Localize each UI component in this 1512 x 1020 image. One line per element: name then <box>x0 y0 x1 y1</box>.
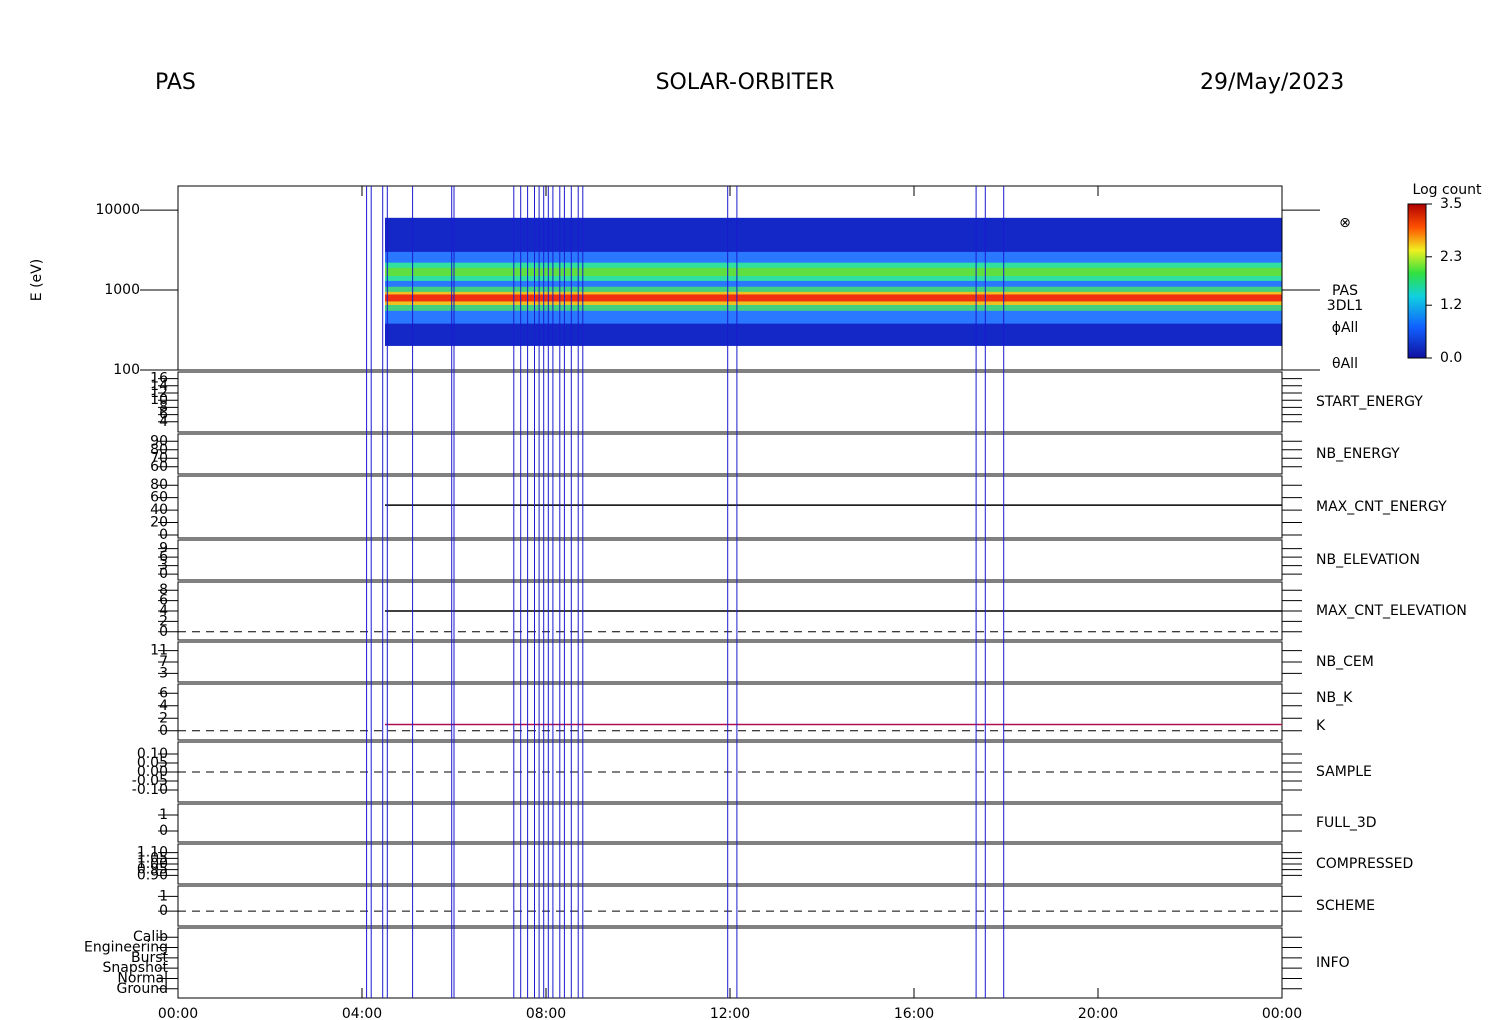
symbol: ⊗ <box>1339 215 1351 231</box>
y-tick-label: -0.10 <box>132 782 168 798</box>
panel-frame <box>177 371 1283 433</box>
panel-label: INFO <box>1316 955 1350 971</box>
panel-label: COMPRESSED <box>1316 856 1413 872</box>
y-tick-label: 1000 <box>104 282 140 298</box>
x-tick-label: 04:00 <box>342 1006 382 1020</box>
colorbar-tick-label: 1.2 <box>1440 297 1462 313</box>
y-tick-label: Ground <box>117 981 169 997</box>
header-right: 29/May/2023 <box>1200 70 1344 95</box>
y-tick-label: 1.05 <box>137 850 168 866</box>
side-label: 3DL1 <box>1327 298 1363 314</box>
colorbar <box>1407 203 1427 359</box>
side-label: ϕAll <box>1332 320 1359 336</box>
header-center: SOLAR-ORBITER <box>656 70 835 95</box>
panel-label: NB_ENERGY <box>1316 446 1400 462</box>
panel-label: MAX_CNT_ELEVATION <box>1316 603 1467 619</box>
panel-frame <box>177 475 1283 539</box>
y-tick-label: Snapshot <box>103 960 169 976</box>
y-tick-label: 1.00 <box>137 856 168 872</box>
y-tick-label: 1.10 <box>137 845 168 861</box>
y-tick-label: Engineering <box>84 940 168 956</box>
panel-label: NB_CEM <box>1316 654 1374 670</box>
y-tick-label: 100 <box>113 362 140 378</box>
y-tick-label: 0.95 <box>137 862 168 878</box>
panel-frame <box>177 803 1283 843</box>
panel-frame <box>177 683 1283 741</box>
panel-frame <box>177 433 1283 475</box>
spectrogram-band <box>385 294 1282 302</box>
x-tick-label: 00:00 <box>1262 1006 1302 1020</box>
header-left: PAS <box>155 70 196 95</box>
panel-label: K <box>1316 718 1326 734</box>
x-tick-label: 00:00 <box>158 1006 198 1020</box>
panel-frame <box>177 927 1283 999</box>
colorbar-title: Log count <box>1413 182 1482 198</box>
panel-frame <box>177 539 1283 581</box>
spectrogram-band <box>385 267 1282 276</box>
y-tick-label: 0.90 <box>137 867 168 883</box>
panel-label: FULL_3D <box>1316 815 1377 831</box>
y-axis-label: E (eV) <box>29 259 45 301</box>
x-tick-label: 20:00 <box>1078 1006 1118 1020</box>
colorbar-tick-label: 3.5 <box>1440 196 1462 212</box>
y-tick-label: 0.10 <box>137 746 168 762</box>
panel-frame <box>177 885 1283 927</box>
x-tick-label: 12:00 <box>710 1006 750 1020</box>
colorbar-tick-label: 0.0 <box>1440 350 1462 366</box>
panel-label: NB_K <box>1316 690 1353 706</box>
panel-label: START_ENERGY <box>1316 394 1423 410</box>
panel-frame <box>177 641 1283 683</box>
y-tick-label: Burst <box>131 950 169 966</box>
panel-label: MAX_CNT_ENERGY <box>1316 499 1447 515</box>
y-tick-label: 0.05 <box>137 755 168 771</box>
x-tick-label: 16:00 <box>894 1006 934 1020</box>
colorbar-tick-label: 2.3 <box>1440 249 1462 265</box>
y-tick-label: -0.05 <box>132 773 168 789</box>
side-label: PAS <box>1332 283 1358 299</box>
y-tick-label: 0.00 <box>137 764 168 780</box>
panel-label: NB_ELEVATION <box>1316 552 1420 568</box>
panel-label: SCHEME <box>1316 898 1375 914</box>
y-tick-label: Normal <box>117 970 168 986</box>
side-label: θAll <box>1332 356 1358 372</box>
y-tick-label: 10000 <box>95 202 140 218</box>
panel-label: SAMPLE <box>1316 764 1372 780</box>
x-tick-label: 08:00 <box>526 1006 566 1020</box>
y-tick-label: Calib <box>133 929 168 945</box>
panel-frame <box>177 843 1283 885</box>
